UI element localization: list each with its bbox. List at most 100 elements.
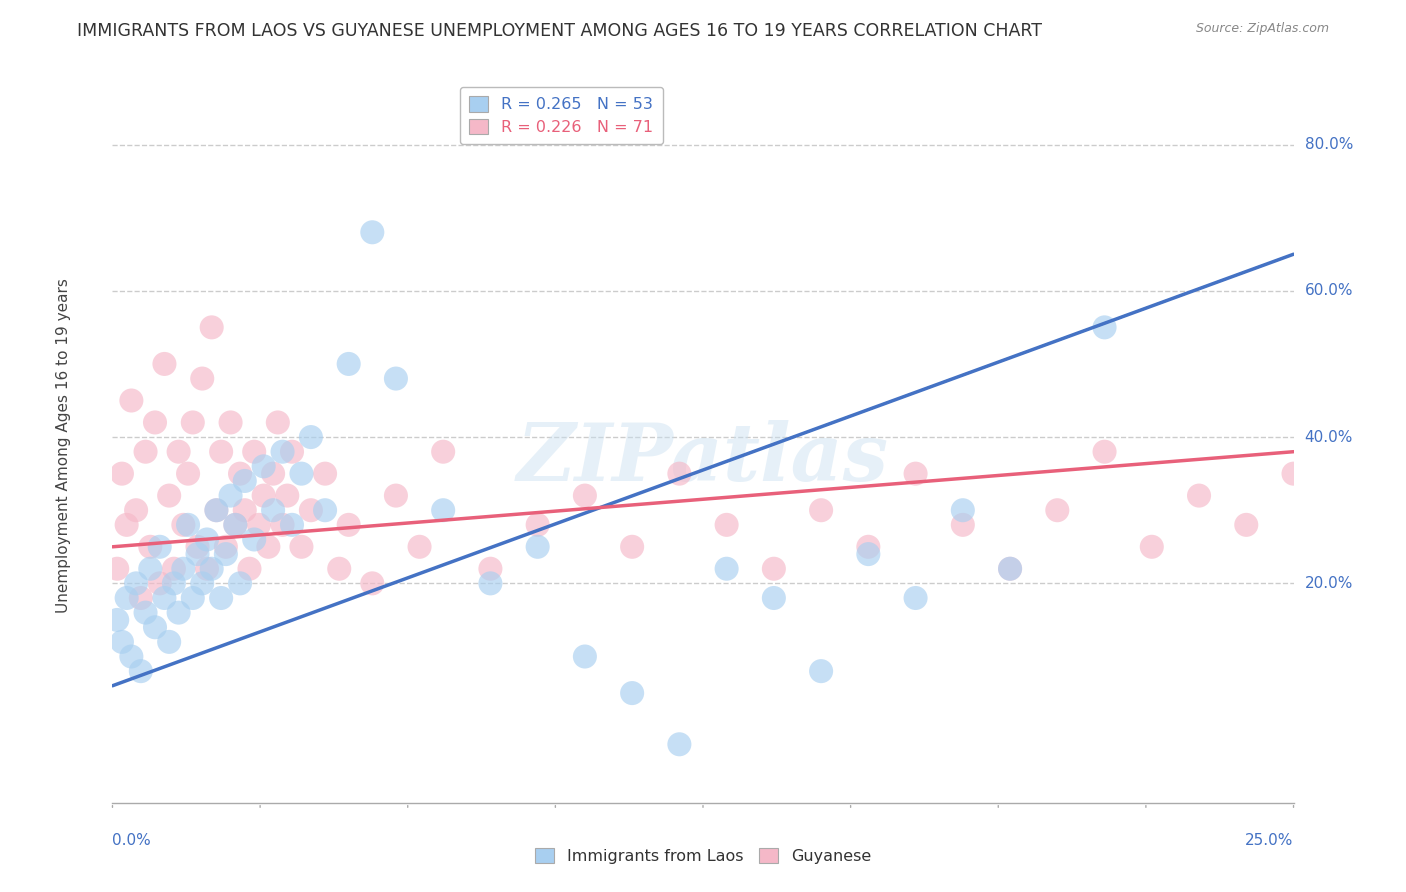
- Point: [125, 576, 148, 591]
- Point: [716, 517, 738, 532]
- Point: [262, 503, 284, 517]
- Point: [1376, 430, 1399, 444]
- Point: [858, 547, 880, 561]
- Point: [1094, 320, 1116, 334]
- Point: [143, 620, 166, 634]
- Point: [1140, 540, 1163, 554]
- Point: [762, 562, 785, 576]
- Point: [290, 467, 312, 481]
- Point: [479, 576, 502, 591]
- Point: [432, 503, 454, 517]
- Point: [361, 576, 384, 591]
- Point: [408, 540, 430, 554]
- Legend: R = 0.265   N = 53, R = 0.226   N = 71: R = 0.265 N = 53, R = 0.226 N = 71: [460, 87, 662, 145]
- Point: [904, 591, 927, 605]
- Point: [215, 540, 238, 554]
- Point: [120, 649, 142, 664]
- Point: [526, 540, 548, 554]
- Point: [209, 591, 232, 605]
- Point: [233, 474, 256, 488]
- Text: 20.0%: 20.0%: [1305, 576, 1353, 591]
- Point: [621, 686, 644, 700]
- Text: IMMIGRANTS FROM LAOS VS GUYANESE UNEMPLOYMENT AMONG AGES 16 TO 19 YEARS CORRELAT: IMMIGRANTS FROM LAOS VS GUYANESE UNEMPLO…: [77, 22, 1042, 40]
- Point: [115, 517, 138, 532]
- Point: [253, 489, 276, 503]
- Text: Source: ZipAtlas.com: Source: ZipAtlas.com: [1195, 22, 1329, 36]
- Text: Unemployment Among Ages 16 to 19 years: Unemployment Among Ages 16 to 19 years: [56, 278, 70, 614]
- Legend: Immigrants from Laos, Guyanese: Immigrants from Laos, Guyanese: [529, 842, 877, 871]
- Point: [281, 444, 304, 458]
- Point: [281, 517, 304, 532]
- Point: [337, 517, 360, 532]
- Point: [209, 444, 232, 458]
- Point: [105, 562, 128, 576]
- Point: [167, 444, 190, 458]
- Point: [157, 635, 180, 649]
- Point: [186, 540, 208, 554]
- Text: 25.0%: 25.0%: [1246, 833, 1294, 848]
- Point: [153, 357, 176, 371]
- Point: [195, 562, 218, 576]
- Point: [167, 606, 190, 620]
- Point: [1188, 489, 1211, 503]
- Point: [1046, 503, 1069, 517]
- Point: [299, 430, 322, 444]
- Point: [125, 503, 148, 517]
- Point: [201, 562, 224, 576]
- Point: [271, 517, 294, 532]
- Point: [1234, 517, 1257, 532]
- Point: [1282, 467, 1305, 481]
- Point: [952, 503, 974, 517]
- Point: [177, 467, 200, 481]
- Point: [243, 533, 266, 547]
- Point: [153, 591, 176, 605]
- Point: [215, 547, 238, 561]
- Point: [621, 540, 644, 554]
- Point: [337, 357, 360, 371]
- Point: [479, 562, 502, 576]
- Point: [385, 489, 408, 503]
- Point: [716, 562, 738, 576]
- Point: [290, 540, 312, 554]
- Point: [181, 591, 204, 605]
- Point: [191, 371, 214, 385]
- Point: [195, 533, 218, 547]
- Point: [205, 503, 228, 517]
- Point: [238, 562, 260, 576]
- Text: 60.0%: 60.0%: [1305, 284, 1353, 298]
- Point: [314, 503, 336, 517]
- Point: [224, 517, 246, 532]
- Point: [385, 371, 408, 385]
- Point: [186, 547, 208, 561]
- Point: [243, 444, 266, 458]
- Point: [233, 503, 256, 517]
- Point: [149, 540, 172, 554]
- Point: [177, 517, 200, 532]
- Point: [115, 591, 138, 605]
- Point: [526, 517, 548, 532]
- Point: [328, 562, 350, 576]
- Point: [229, 576, 252, 591]
- Point: [574, 489, 596, 503]
- Point: [172, 562, 194, 576]
- Point: [299, 503, 322, 517]
- Text: 80.0%: 80.0%: [1305, 137, 1353, 152]
- Text: 0.0%: 0.0%: [112, 833, 152, 848]
- Point: [361, 225, 384, 239]
- Point: [111, 467, 134, 481]
- Point: [219, 416, 242, 430]
- Point: [276, 489, 298, 503]
- Point: [172, 517, 194, 532]
- Point: [135, 444, 157, 458]
- Point: [247, 517, 270, 532]
- Point: [904, 467, 927, 481]
- Point: [219, 489, 242, 503]
- Point: [952, 517, 974, 532]
- Point: [181, 416, 204, 430]
- Point: [574, 649, 596, 664]
- Point: [129, 664, 152, 678]
- Point: [668, 737, 690, 751]
- Point: [105, 613, 128, 627]
- Point: [257, 540, 280, 554]
- Point: [998, 562, 1021, 576]
